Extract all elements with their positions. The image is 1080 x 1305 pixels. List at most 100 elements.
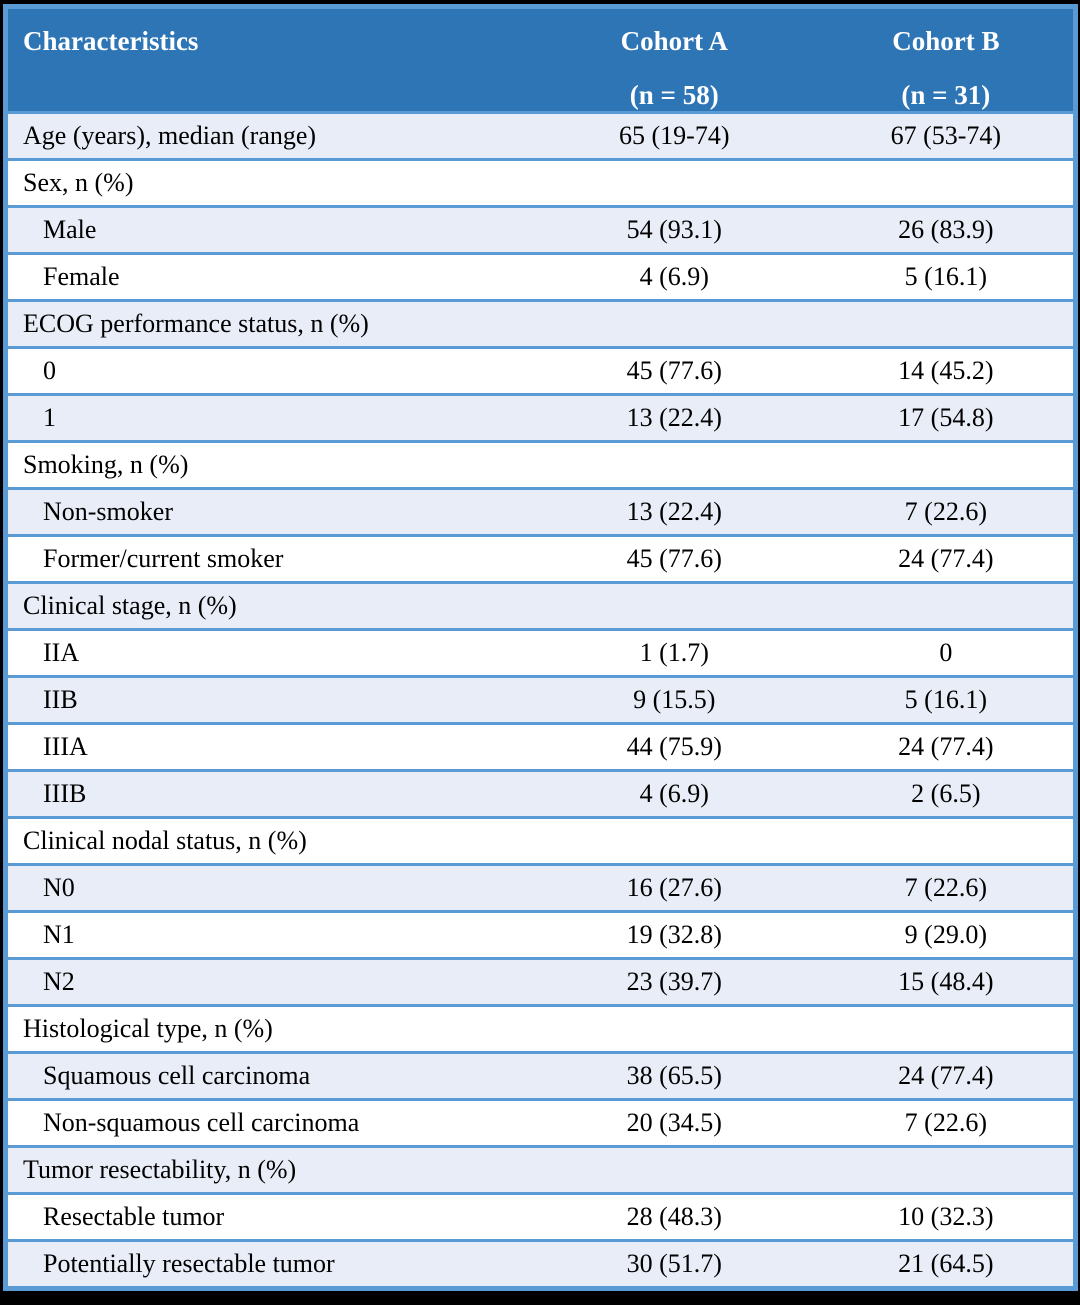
section-header-row: ECOG performance status, n (%) <box>5 299 1076 348</box>
cohort-a-value: 20 (34.5) <box>529 1098 819 1147</box>
row-label: IIIA <box>5 722 530 771</box>
row-label: N1 <box>5 910 530 959</box>
table-row: N0 16 (27.6) 7 (22.6) <box>5 863 1076 912</box>
cohort-a-value: 45 (77.6) <box>529 534 819 583</box>
row-label: Female <box>5 252 530 301</box>
cohort-a-value: 45 (77.6) <box>529 346 819 395</box>
section-header-row: Smoking, n (%) <box>5 440 1076 489</box>
cohort-a-value <box>529 299 819 348</box>
cohort-a-value: 30 (51.7) <box>529 1239 819 1289</box>
cohort-a-value: 1 (1.7) <box>529 628 819 677</box>
table-row: IIA 1 (1.7) 0 <box>5 628 1076 677</box>
cohort-a-value: 13 (22.4) <box>529 487 819 536</box>
header-characteristics: Characteristics <box>5 6 530 113</box>
cohort-b-value <box>818 1145 1076 1194</box>
header-characteristics-spacer <box>8 57 530 79</box>
cohort-a-value <box>529 816 819 865</box>
header-characteristics-label: Characteristics <box>23 26 199 56</box>
cohort-b-value: 5 (16.1) <box>818 252 1076 301</box>
cohort-a-value: 28 (48.3) <box>529 1192 819 1241</box>
cohort-b-value: 26 (83.9) <box>818 205 1076 254</box>
section-header-row: Sex, n (%) <box>5 158 1076 207</box>
table-row: Female 4 (6.9) 5 (16.1) <box>5 252 1076 301</box>
section-header-row: Histological type, n (%) <box>5 1004 1076 1053</box>
cohort-a-value <box>529 1145 819 1194</box>
section-header-row: Clinical nodal status, n (%) <box>5 816 1076 865</box>
cohort-a-value: 44 (75.9) <box>529 722 819 771</box>
cohort-a-value: 4 (6.9) <box>529 252 819 301</box>
cohort-b-value <box>818 158 1076 207</box>
row-label: Sex, n (%) <box>5 158 530 207</box>
row-label: IIB <box>5 675 530 724</box>
table-row: Male 54 (93.1) 26 (83.9) <box>5 205 1076 254</box>
characteristics-table: Characteristics Cohort A (n = 58) Cohort… <box>3 4 1078 1291</box>
header-row: Characteristics Cohort A (n = 58) Cohort… <box>5 6 1076 113</box>
cohort-a-value <box>529 440 819 489</box>
row-label: Non-smoker <box>5 487 530 536</box>
table-row: IIIB 4 (6.9) 2 (6.5) <box>5 769 1076 818</box>
table-row: IIIA 44 (75.9) 24 (77.4) <box>5 722 1076 771</box>
cohort-b-value: 0 <box>818 628 1076 677</box>
header-cohort-b: Cohort B (n = 31) <box>818 6 1076 113</box>
cohort-b-value <box>818 816 1076 865</box>
table-row: N1 19 (32.8) 9 (29.0) <box>5 910 1076 959</box>
cohort-a-value <box>529 1004 819 1053</box>
table-header: Characteristics Cohort A (n = 58) Cohort… <box>5 6 1076 113</box>
cohort-b-value: 15 (48.4) <box>818 957 1076 1006</box>
table-row: Resectable tumor 28 (48.3) 10 (32.3) <box>5 1192 1076 1241</box>
table-row: 0 45 (77.6) 14 (45.2) <box>5 346 1076 395</box>
section-header-row: Tumor resectability, n (%) <box>5 1145 1076 1194</box>
row-label: 0 <box>5 346 530 395</box>
row-label: Male <box>5 205 530 254</box>
cohort-b-value: 24 (77.4) <box>818 722 1076 771</box>
row-label: Smoking, n (%) <box>5 440 530 489</box>
cohort-b-value: 7 (22.6) <box>818 487 1076 536</box>
cohort-b-value: 2 (6.5) <box>818 769 1076 818</box>
cohort-a-value: 65 (19-74) <box>529 111 819 160</box>
table-row: 1 13 (22.4) 17 (54.8) <box>5 393 1076 442</box>
cohort-a-value: 19 (32.8) <box>529 910 819 959</box>
cohort-b-value <box>818 299 1076 348</box>
cohort-b-value: 17 (54.8) <box>818 393 1076 442</box>
cohort-a-value: 16 (27.6) <box>529 863 819 912</box>
cohort-a-value: 9 (15.5) <box>529 675 819 724</box>
cohort-b-value: 14 (45.2) <box>818 346 1076 395</box>
table-row: N2 23 (39.7) 15 (48.4) <box>5 957 1076 1006</box>
row-label: 1 <box>5 393 530 442</box>
cohort-a-value: 38 (65.5) <box>529 1051 819 1100</box>
cohort-b-value: 21 (64.5) <box>818 1239 1076 1289</box>
row-label: Non-squamous cell carcinoma <box>5 1098 530 1147</box>
row-label: Histological type, n (%) <box>5 1004 530 1053</box>
table-row: Potentially resectable tumor 30 (51.7) 21 … <box>5 1239 1076 1289</box>
cohort-b-value <box>818 1004 1076 1053</box>
table-body: Age (years), median (range) 65 (19-74) 67 … <box>5 111 1076 1289</box>
cohort-a-value <box>529 158 819 207</box>
cohort-b-title: Cohort B <box>892 26 1000 56</box>
row-label: N0 <box>5 863 530 912</box>
cohort-a-value <box>529 581 819 630</box>
table-row: Non-squamous cell carcinoma 20 (34.5) 7 (2… <box>5 1098 1076 1147</box>
cohort-b-value <box>818 581 1076 630</box>
cohort-a-n: (n = 58) <box>629 80 719 110</box>
row-label: Age (years), median (range) <box>5 111 530 160</box>
cohort-b-value: 24 (77.4) <box>818 534 1076 583</box>
row-label: IIA <box>5 628 530 677</box>
table-row: IIB 9 (15.5) 5 (16.1) <box>5 675 1076 724</box>
cohort-b-n: (n = 31) <box>901 80 991 110</box>
row-label: Squamous cell carcinoma <box>5 1051 530 1100</box>
row-label: IIIB <box>5 769 530 818</box>
cohort-b-value: 7 (22.6) <box>818 863 1076 912</box>
header-cohort-a: Cohort A (n = 58) <box>529 6 819 113</box>
cohort-a-value: 23 (39.7) <box>529 957 819 1006</box>
cohort-b-value: 10 (32.3) <box>818 1192 1076 1241</box>
row-label: Resectable tumor <box>5 1192 530 1241</box>
table-row: Non-smoker 13 (22.4) 7 (22.6) <box>5 487 1076 536</box>
section-header-row: Clinical stage, n (%) <box>5 581 1076 630</box>
table-row: Former/current smoker 45 (77.6) 24 (77.4) <box>5 534 1076 583</box>
cohort-b-value <box>818 440 1076 489</box>
table-row: Age (years), median (range) 65 (19-74) 67 … <box>5 111 1076 160</box>
cohort-a-value: 13 (22.4) <box>529 393 819 442</box>
cohort-b-value: 9 (29.0) <box>818 910 1076 959</box>
row-label: Potentially resectable tumor <box>5 1239 530 1289</box>
